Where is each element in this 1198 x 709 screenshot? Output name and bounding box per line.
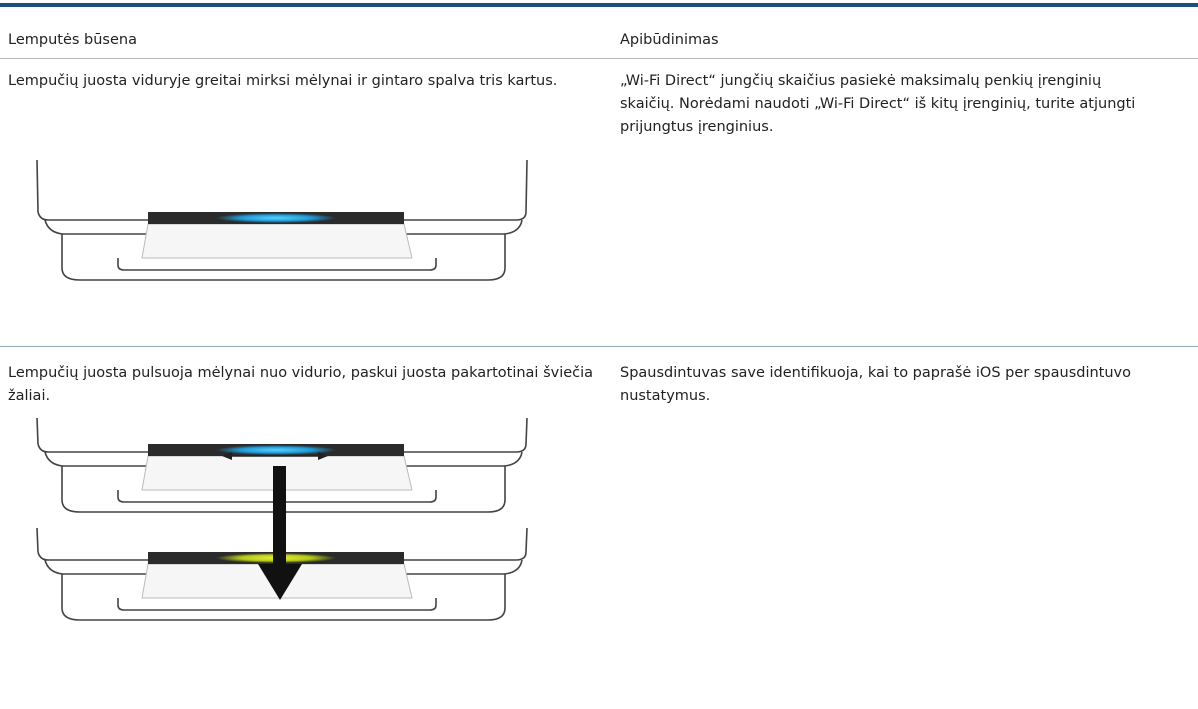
table-cell: Lempučių juosta pulsuoja mėlynai nuo vid… — [8, 365, 594, 404]
header-cell: Lemputės būsena — [8, 32, 137, 48]
row-rule — [0, 346, 1198, 347]
down-arrow — [258, 466, 302, 600]
header-cell: Apibūdinimas — [620, 32, 719, 48]
header-rule — [0, 58, 1198, 59]
printer-illustration — [36, 417, 528, 513]
table-top-rule — [0, 3, 1198, 7]
table-cell: Spausdintuvas save identifikuoja, kai to… — [620, 365, 1131, 404]
table-cell: Lempučių juosta viduryje greitai mirksi … — [8, 73, 558, 89]
table-cell: „Wi-Fi Direct“ jungčių skaičius pasiekė … — [620, 73, 1136, 135]
printer-illustration — [36, 159, 528, 281]
